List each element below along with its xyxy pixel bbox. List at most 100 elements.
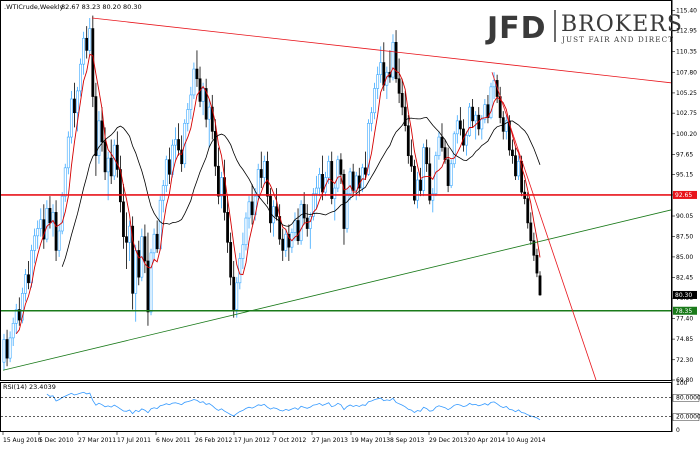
candle-body <box>403 106 407 127</box>
candle-body <box>416 179 419 201</box>
candle-body <box>413 165 416 201</box>
logo-tagline: JUST FAIR AND DIRECT <box>561 35 674 44</box>
time-tick-label: 27 Mar 2011 <box>78 437 116 444</box>
candle-body <box>336 159 340 189</box>
price-tick-label: 102.75 <box>676 110 697 117</box>
time-tick-label: 5 Dec 2010 <box>39 437 74 444</box>
trend-lines-layer <box>1 17 672 381</box>
candle-body <box>437 136 441 156</box>
time-tick-label: 15 Aug 2010 <box>3 437 42 444</box>
candle-body <box>354 175 358 191</box>
candle-body <box>82 37 86 65</box>
price-tick-label: 100.20 <box>676 131 697 138</box>
candle-body <box>259 169 263 178</box>
time-tick-label: 8 Sep 2013 <box>390 437 424 444</box>
candle-body <box>419 179 422 191</box>
candle-body <box>226 212 229 243</box>
price-tick-label: 74.85 <box>676 336 693 343</box>
candle-body <box>305 217 309 229</box>
candle-body <box>504 120 508 132</box>
candle-body <box>143 236 147 262</box>
candle-body <box>471 106 475 122</box>
price-tick-label: 105.25 <box>676 90 697 97</box>
candle-body <box>85 37 89 51</box>
candle-body <box>220 177 223 197</box>
time-tick-label: 17 Jun 2012 <box>234 437 270 444</box>
candle-body <box>318 174 321 189</box>
candle-body <box>250 201 254 216</box>
candle-body <box>373 88 377 114</box>
logo-jfd: JFD <box>485 11 547 46</box>
price-tick-label: 85.00 <box>676 254 693 261</box>
resistance-price-badge-bg <box>673 190 697 199</box>
candle-body <box>204 88 208 120</box>
candle-body <box>11 323 15 339</box>
candle-body <box>397 78 401 94</box>
candle-body <box>103 141 107 173</box>
candle-body <box>514 155 517 177</box>
time-tick-label: 26 Feb 2012 <box>195 437 233 444</box>
price-tick-label: 107.80 <box>676 69 697 76</box>
candle-body <box>51 212 55 224</box>
candle-body <box>164 159 168 186</box>
candle-body <box>195 68 199 80</box>
candle-body <box>42 219 46 240</box>
candle-body <box>5 339 9 359</box>
candle-body <box>8 337 12 359</box>
candle-body <box>391 42 395 78</box>
rsi-level-badge-bg <box>672 394 700 402</box>
chart-symbol-label: .WTICrude,Weekly <box>4 3 64 11</box>
candle-body <box>174 139 177 146</box>
candle-body <box>76 90 79 114</box>
candle-body <box>394 42 398 80</box>
candle-body <box>507 120 511 151</box>
price-tick-label: 110.35 <box>676 49 697 56</box>
price-axis: 115.40 112.95 110.35 107.80 105.25 102.75 100.… <box>672 8 697 384</box>
price-tick-label: 95.15 <box>676 172 693 179</box>
candle-body <box>201 88 205 102</box>
candle-body <box>189 94 193 110</box>
candle-body <box>266 161 269 197</box>
candle-body <box>17 309 21 321</box>
candle-body <box>468 106 471 136</box>
rsi-label: RSI(14) 23.4039 <box>3 383 56 391</box>
last-price-badge: 80.30 <box>675 292 692 299</box>
candle-body <box>146 260 150 313</box>
candle-body <box>115 144 119 170</box>
time-tick-label: 7 Oct 2012 <box>273 437 306 444</box>
candle-body <box>455 120 459 135</box>
candle-body <box>48 208 52 224</box>
price-tick-label: 112.95 <box>676 28 697 35</box>
candle-body <box>483 104 487 120</box>
candle-body <box>60 195 64 232</box>
candle-body <box>256 169 260 197</box>
candle-body <box>134 250 138 294</box>
moving-averages-layer <box>15 53 541 334</box>
time-tick-label: 20 Apr 2014 <box>468 437 505 444</box>
candle-body <box>24 274 27 294</box>
candle-body <box>428 163 432 201</box>
logo-brokers: BROKERS <box>561 12 683 37</box>
candle-body <box>379 62 383 75</box>
candle-body <box>27 274 30 284</box>
candle-body <box>45 208 49 240</box>
candle-body <box>66 136 70 169</box>
candle-body <box>486 104 490 118</box>
support-price-badge-bg <box>673 306 697 315</box>
rsi-plot-frame <box>0 382 672 432</box>
candle-body <box>281 238 285 251</box>
candle-body <box>272 206 275 224</box>
candle-body <box>532 240 536 256</box>
candle-body <box>284 233 288 251</box>
candle-body <box>73 98 76 114</box>
candle-body <box>535 254 539 274</box>
support-price-badge: 78.35 <box>675 308 692 315</box>
candle-body <box>327 161 331 178</box>
candle-body <box>152 233 156 254</box>
candle-body <box>54 212 58 251</box>
candle-body <box>217 165 220 197</box>
candle-body <box>529 222 533 242</box>
candle-body <box>186 109 190 124</box>
